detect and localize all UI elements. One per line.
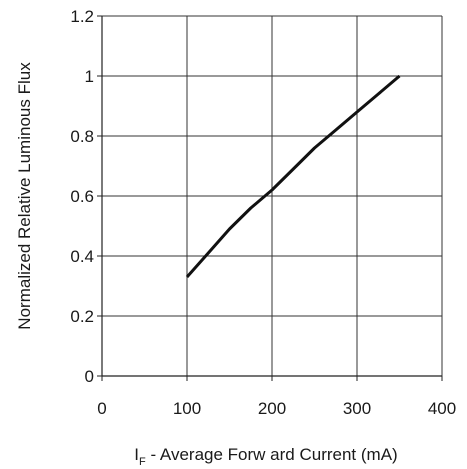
series-line <box>185 74 401 278</box>
x-axis-label-main: I <box>134 445 139 464</box>
x-tick-label: 0 <box>97 399 106 418</box>
axes <box>97 15 443 381</box>
x-axis-label-rest: - Average Forw ard Current (mA) <box>146 445 398 464</box>
x-tick-label: 100 <box>173 399 201 418</box>
y-tick-label: 1.2 <box>70 7 94 26</box>
y-tick-label: 1 <box>85 67 94 86</box>
y-tick-label: 0.2 <box>70 307 94 326</box>
x-tick-label: 200 <box>258 399 286 418</box>
x-axis-label: IF - Average Forw ard Current (mA) <box>134 445 397 468</box>
y-tick-label: 0.8 <box>70 127 94 146</box>
grid <box>102 15 443 376</box>
x-tick-label: 400 <box>428 399 456 418</box>
series-layer <box>185 74 401 278</box>
x-axis-label-subscript: F <box>139 456 146 468</box>
y-tick-label: 0.4 <box>70 247 94 266</box>
y-tick-label: 0 <box>85 367 94 386</box>
y-tick-labels: 0 0.2 0.4 0.6 0.8 1 1.2 <box>70 7 94 386</box>
y-tick-label: 0.6 <box>70 187 94 206</box>
x-tick-labels: 0 100 200 300 400 <box>97 399 456 418</box>
y-axis-label: Normalized Relative Luminous Flux <box>15 62 34 330</box>
x-tick-label: 300 <box>343 399 371 418</box>
